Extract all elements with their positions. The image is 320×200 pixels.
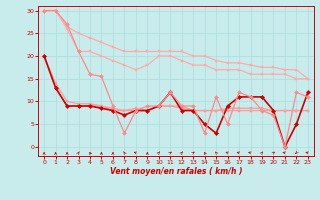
- X-axis label: Vent moyen/en rafales ( km/h ): Vent moyen/en rafales ( km/h ): [110, 167, 242, 176]
